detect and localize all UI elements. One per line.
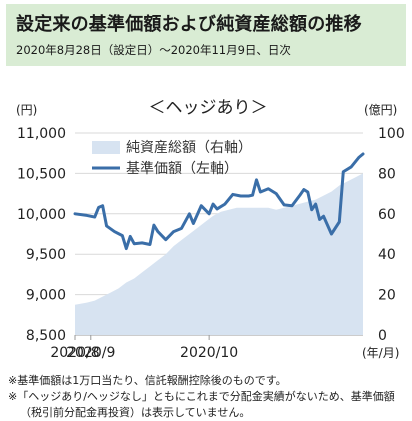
area-layer (75, 173, 363, 335)
x-tick-label: 2020/8 (50, 345, 99, 361)
note-1: ※基準価額は1万口当たり、信託報酬控除後のものです。 (8, 374, 287, 387)
right-tick-label: 0 (378, 328, 387, 344)
axes: 8,500 9,000 9,500 10,000 10,500 11,000 0 20 40 60… (17, 126, 405, 361)
left-tick-label: 9,500 (26, 247, 66, 263)
left-tick-label: 11,000 (17, 126, 66, 142)
header-banner: 設定来の基準価額および純資産総額の推移 2020年8月28日（設定日）～2020… (6, 4, 406, 66)
chart-title: ＜ヘッジあり＞ (149, 98, 268, 118)
note-3: （税引前分配金再投資）は表示していません。 (20, 406, 251, 419)
legend-label-area: 純資産総額（右軸） (126, 140, 252, 156)
x-tick-label: 2020/9 (66, 345, 115, 361)
right-tick-label: 80 (378, 166, 396, 182)
area-net-assets (75, 173, 363, 335)
left-tick-label: 10,500 (17, 166, 66, 182)
legend: 純資産総額（右軸） 基準価額（左軸） (92, 140, 252, 177)
line-layer (73, 152, 365, 251)
right-tick-label: 60 (378, 207, 396, 223)
left-axis-unit: (円) (16, 103, 37, 117)
x-tick-label: 2020/10 (180, 345, 238, 361)
note-2: ※「ヘッジあり/ヘッジなし」ともにこれまで分配金実績がないため、基準価額 (8, 390, 395, 403)
right-axis-unit: (億円) (364, 103, 397, 117)
left-tick-label: 9,000 (26, 288, 66, 304)
right-tick-label: 100 (378, 126, 405, 142)
line-nav (73, 152, 365, 251)
legend-swatch-area (92, 141, 120, 154)
left-tick-label: 8,500 (26, 328, 66, 344)
right-tick-label: 40 (378, 247, 396, 263)
page-subtitle: 2020年8月28日（設定日）～2020年11月9日、日次 (16, 43, 291, 57)
left-tick-label: 10,000 (17, 207, 66, 223)
page-title: 設定来の基準価額および純資産総額の推移 (16, 14, 362, 35)
x-axis-unit: (年/月) (362, 346, 399, 360)
legend-label-line: 基準価額（左軸） (126, 160, 238, 177)
right-tick-label: 20 (378, 288, 396, 304)
